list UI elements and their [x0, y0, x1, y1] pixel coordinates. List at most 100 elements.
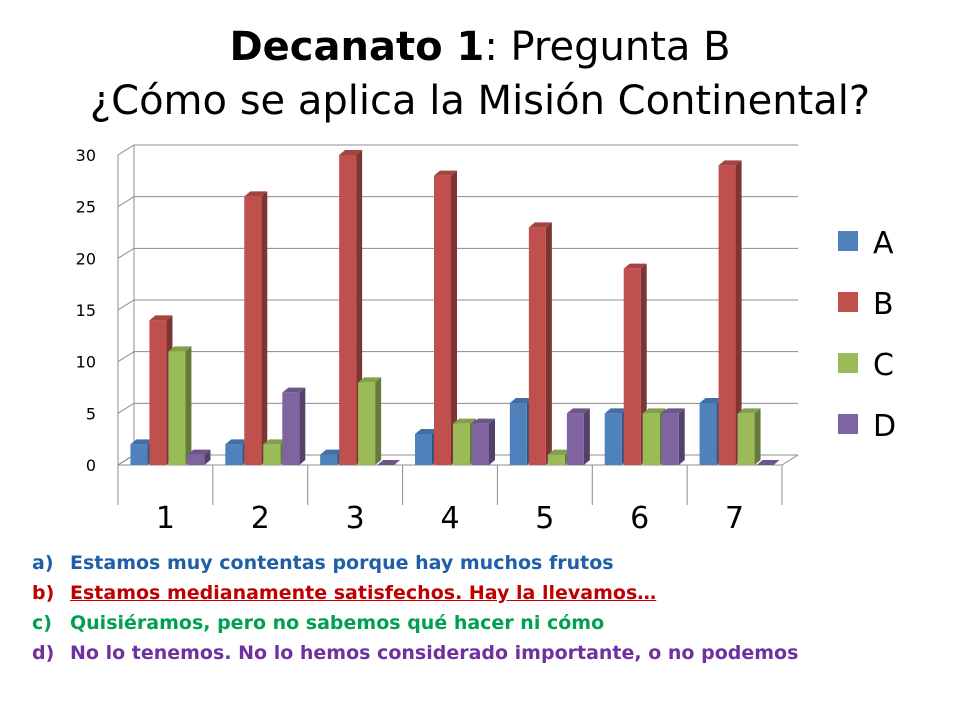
bar-face — [699, 403, 717, 465]
legend-item-C: C — [838, 348, 894, 383]
chart-title: Decanato 1: Pregunta B ¿Cómo se aplica l… — [0, 20, 960, 128]
bar-top — [699, 398, 723, 403]
bar-D-4 — [472, 418, 495, 465]
bar-B-7 — [718, 160, 742, 466]
legend-swatch — [838, 292, 858, 312]
bar-side — [451, 170, 457, 465]
y-axis-labels: 0 5 10 15 20 25 30 — [76, 146, 96, 475]
x-axis-labels: 1 2 3 4 5 6 7 — [156, 501, 744, 536]
bar-side — [489, 418, 495, 465]
note-a: a) Estamos muy contentas porque hay much… — [32, 548, 942, 578]
bar-face — [339, 155, 357, 465]
note-c-letter: c) — [32, 612, 52, 634]
gridline — [117, 196, 798, 208]
legend-item-D: D — [838, 409, 896, 444]
bar-C-3 — [358, 377, 382, 465]
bar-side — [545, 222, 552, 465]
x-tick-label: 2 — [251, 501, 270, 536]
note-a-text: Estamos muy contentas porque hay muchos … — [70, 552, 614, 574]
bar-face — [472, 423, 489, 465]
bar-face — [604, 413, 622, 465]
bar-face — [263, 444, 281, 465]
bar-face — [282, 392, 300, 465]
bar-top — [149, 315, 173, 321]
title-line-2: ¿Cómo se aplica la Misión Continental? — [89, 78, 871, 124]
bar-top — [528, 222, 552, 228]
legend-label: D — [873, 409, 896, 444]
x-tick-label: 4 — [440, 501, 459, 536]
bar-top — [604, 408, 628, 414]
y-tick-label: 20 — [76, 249, 96, 268]
legend-swatch — [838, 414, 858, 434]
note-b-text: Estamos medianamente satisfechos. Hay la… — [70, 582, 657, 604]
bar-B-2 — [244, 191, 268, 466]
bar-D-2 — [282, 387, 306, 465]
note-d-text: No lo tenemos. No lo hemos considerado i… — [70, 642, 799, 664]
y-tick-label: 25 — [76, 198, 96, 217]
bar-side — [204, 449, 211, 465]
title-bold: Decanato 1 — [229, 24, 485, 70]
bar-face — [453, 423, 470, 465]
bar-top — [623, 263, 647, 269]
floor-edge-right — [781, 454, 799, 466]
bar-top — [453, 418, 476, 424]
bar-top — [339, 150, 363, 155]
bar-top — [718, 160, 742, 166]
bar-top — [244, 191, 268, 197]
legend-label: A — [873, 226, 894, 261]
bar-top — [661, 408, 685, 414]
answer-options: a) Estamos muy contentas porque hay much… — [32, 548, 942, 668]
bar-face — [547, 454, 565, 465]
bar-top — [358, 377, 382, 383]
bar-B-5 — [528, 222, 552, 465]
bar-side — [754, 408, 761, 465]
bar-face — [434, 175, 451, 465]
bar-top — [642, 408, 666, 414]
bar-top — [547, 449, 571, 455]
gridline — [117, 402, 798, 414]
note-c: c) Quisiéramos, pero no sabemos qué hace… — [32, 608, 942, 638]
bars — [130, 150, 780, 466]
gridline — [117, 351, 798, 363]
bar-face — [737, 413, 755, 465]
x-tick-label: 5 — [535, 501, 554, 536]
bar-D-1 — [187, 449, 211, 465]
bar-face — [566, 413, 584, 465]
bar-face — [168, 351, 186, 465]
bar-C-1 — [168, 346, 192, 465]
bar-face — [225, 444, 243, 465]
y-tick-label: 30 — [76, 146, 96, 165]
bar-top — [756, 460, 780, 465]
bar-C-2 — [263, 439, 287, 465]
gridline — [117, 247, 798, 259]
y-tick-label: 5 — [86, 404, 96, 423]
note-c-text: Quisiéramos, pero no sabemos qué hacer n… — [70, 612, 605, 634]
x-tick-label: 7 — [725, 501, 744, 536]
note-b: b) Estamos medianamente satisfechos. Hay… — [32, 578, 942, 608]
bar-top — [472, 418, 495, 424]
bar-D-3 — [377, 460, 401, 465]
bar-D-6 — [661, 408, 685, 465]
bar-top — [263, 439, 287, 445]
bar-top — [320, 449, 344, 455]
legend-label: B — [873, 287, 894, 322]
bar-top — [130, 439, 154, 445]
bar-face — [509, 403, 527, 465]
y-tick-label: 10 — [76, 353, 96, 372]
bar-side — [375, 377, 382, 465]
bar-top — [566, 408, 590, 414]
bar-top — [434, 170, 457, 176]
bar-face — [718, 165, 736, 466]
bar-D-5 — [566, 408, 590, 465]
bar-top — [509, 398, 533, 403]
bar-face — [661, 413, 679, 465]
bar-side — [735, 160, 742, 466]
y-tick-label: 15 — [76, 301, 96, 320]
bar-D-7 — [756, 460, 780, 465]
x-tick-label: 1 — [156, 501, 175, 536]
note-a-letter: a) — [32, 552, 54, 574]
bar-face — [415, 434, 432, 465]
bar-C-7 — [737, 408, 761, 465]
legend-swatch — [838, 231, 858, 251]
